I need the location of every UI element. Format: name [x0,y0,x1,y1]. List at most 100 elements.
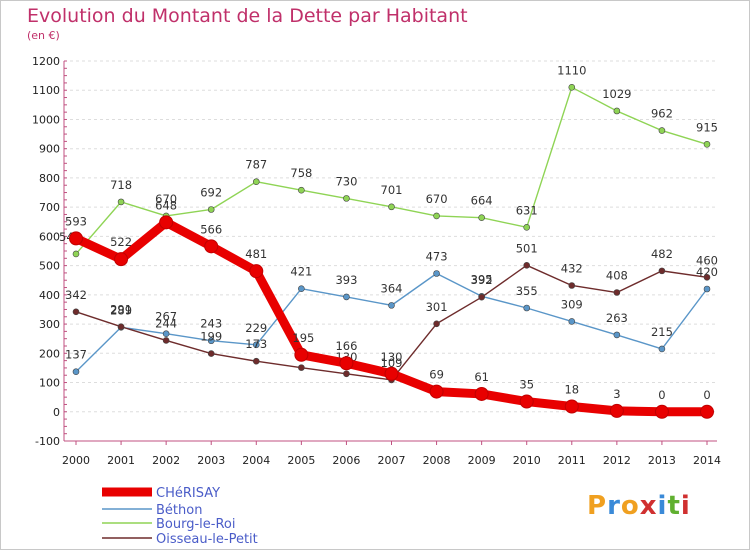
y-tick-label: 200 [39,347,60,360]
data-label: 670 [426,192,448,206]
data-label: 244 [155,316,177,330]
data-label: 915 [696,120,718,134]
data-label: 758 [290,166,312,180]
y-tick-label: 100 [39,377,60,390]
data-point [478,214,485,221]
data-label: 301 [426,300,448,314]
y-tick-label: -100 [35,435,60,448]
data-point [252,178,260,186]
logo-letter: P [587,491,608,521]
data-point [162,330,170,338]
data-label: 18 [564,383,579,397]
y-tick-label: 1100 [32,84,60,97]
data-point [568,282,576,289]
data-point [523,262,531,269]
data-point [249,264,264,279]
data-point [207,206,215,213]
logo-letter: i [680,491,691,521]
data-label: 631 [516,203,538,217]
data-point [252,357,260,365]
x-tick-label: 2010 [513,454,541,467]
data-label: 166 [335,339,357,353]
data-point [474,386,489,401]
data-point [613,331,621,339]
x-tick-label: 2006 [332,454,360,467]
data-point [117,323,125,331]
data-point [114,252,129,267]
data-label: 35 [519,378,534,392]
data-point [658,267,666,275]
data-label: 137 [65,348,87,362]
data-label: 392 [471,273,493,287]
data-label: 1110 [557,63,586,77]
data-label: 267 [155,310,177,324]
data-label: 664 [471,194,493,208]
data-label: 692 [200,185,222,199]
logo-letter: o [620,491,640,521]
data-point [252,341,260,349]
x-tick-label: 2009 [468,454,496,467]
x-tick-label: 2013 [648,454,676,467]
data-label: 648 [155,198,177,212]
data-label: 309 [561,297,583,311]
data-label: 1029 [602,87,631,101]
data-point [433,212,440,220]
x-tick-label: 2001 [107,454,135,467]
data-point [207,350,215,357]
data-point [564,399,579,414]
data-point [298,364,305,371]
data-point [613,289,621,296]
data-point [609,403,624,418]
data-label: 69 [429,368,444,382]
data-point [72,250,80,258]
data-label: 3 [613,387,620,401]
data-point [343,370,350,378]
logo-letter: i [657,491,668,521]
data-point [433,320,440,328]
x-tick-label: 2003 [197,454,225,467]
logo-letter: r [607,491,621,521]
data-point [429,384,444,399]
data-label: 195 [292,331,314,345]
data-point [654,404,669,419]
data-point [117,198,125,206]
x-tick-label: 2000 [62,454,90,467]
data-label: 420 [696,265,718,279]
data-label: 482 [651,247,673,261]
data-point [343,195,350,202]
data-point [388,302,395,309]
legend-label: CHéRISAY [156,486,220,501]
data-point [162,337,170,344]
data-label: 289 [110,303,132,317]
y-tick-label: 400 [39,289,60,302]
data-label: 730 [335,174,357,188]
data-label: 0 [658,388,665,402]
data-label: 263 [606,311,628,325]
legend-label: Oisseau-le-Petit [156,532,258,547]
data-label: 291 [110,303,132,317]
data-label: 787 [245,158,267,172]
data-point [388,203,395,211]
logo-letter: x [639,491,658,521]
proxiti-logo: Proxiti [587,491,691,521]
data-point [658,345,666,353]
data-point [298,186,305,194]
data-label: 522 [110,235,132,249]
data-point [72,368,80,376]
data-point [703,141,711,148]
data-label: 501 [516,241,538,255]
data-label: 408 [606,269,628,283]
data-label: 215 [651,325,673,339]
x-tick-label: 2002 [152,454,180,467]
x-tick-label: 2011 [558,454,586,467]
data-point [700,404,714,419]
x-tick-label: 2005 [287,454,315,467]
data-point [294,347,309,362]
data-label: 718 [110,178,132,192]
y-tick-label: 1000 [32,113,60,126]
data-point [519,394,534,409]
data-label: 0 [703,388,710,402]
data-point [384,366,399,381]
